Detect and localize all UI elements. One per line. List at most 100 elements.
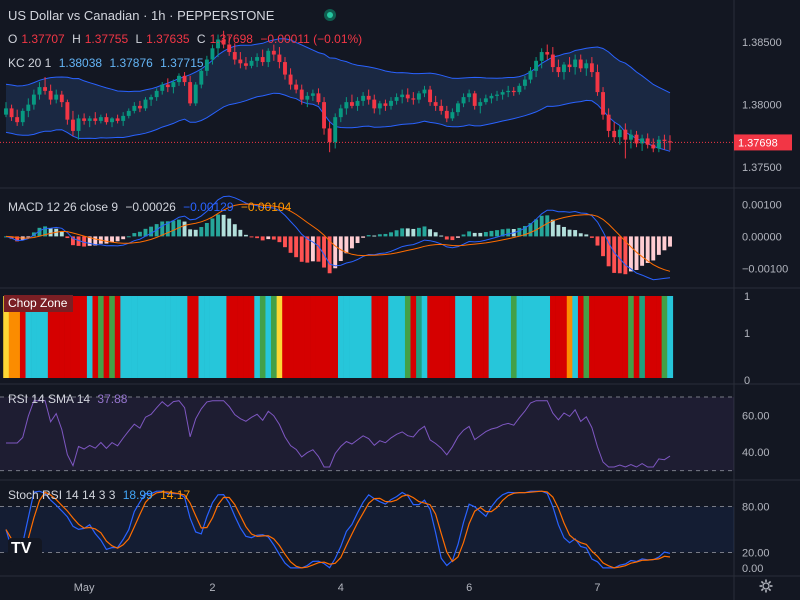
candle-body: [623, 129, 628, 140]
chop-zone-bar: [315, 296, 322, 378]
kc-basis-value: 1.37876: [109, 56, 153, 70]
chop-zone-bar: [254, 296, 261, 378]
tradingview-logo-icon[interactable]: TV: [8, 538, 42, 562]
candle-body: [606, 114, 611, 131]
candle-body: [545, 52, 550, 55]
chop-zone-bar: [31, 296, 37, 378]
chop-zone-bar: [75, 296, 82, 378]
chop-zone-bar: [98, 296, 104, 378]
symbol-title[interactable]: US Dollar vs Canadian · 1h · PEPPERSTONE: [8, 8, 275, 23]
candle-body: [344, 102, 349, 109]
chop-zone-bar: [332, 296, 339, 378]
macd-histogram-bar: [439, 235, 444, 237]
candle-body: [216, 39, 220, 49]
chop-zone-bar: [600, 296, 607, 378]
macd-legend[interactable]: MACD 12 26 close 9 −0.00026 −0.00129 −0.…: [8, 200, 295, 214]
macd-histogram-bar: [422, 226, 427, 237]
last-price-label: 1.37698: [738, 137, 778, 149]
chop-zone-bar: [243, 296, 250, 378]
macd-histogram-bar: [249, 236, 254, 238]
chop-zone-bar: [410, 296, 417, 378]
macd-histogram-bar: [372, 235, 377, 237]
price-tick-label: 1.38500: [742, 37, 782, 49]
chop-zone-bar: [471, 296, 478, 378]
chop-zone-bar: [561, 296, 568, 378]
candle-body: [433, 102, 438, 106]
macd-histogram-bar: [645, 236, 650, 263]
chop-zone-bar: [304, 296, 311, 378]
chop-zone-bar: [114, 296, 121, 378]
candle-body: [277, 54, 282, 63]
chop-zone-bar: [667, 296, 674, 378]
macd-line: [5, 195, 671, 281]
candle-body: [372, 99, 377, 109]
macd-histogram-bar: [71, 236, 75, 246]
chop-zone-bar: [287, 296, 294, 378]
chop-zone-bar: [555, 296, 562, 378]
macd-histogram-bar: [589, 236, 594, 238]
candle-body: [656, 139, 661, 149]
macd-histogram-bar: [433, 232, 438, 237]
candle-body: [98, 117, 103, 121]
chop-zone-bar: [616, 296, 623, 378]
price-tick-label: 1.38000: [742, 100, 782, 112]
candle-body: [54, 94, 59, 100]
macd-line-value: −0.00129: [183, 200, 234, 214]
kc-legend[interactable]: KC 20 1 1.38038 1.37876 1.37715: [8, 56, 208, 70]
chop-zone-bar: [86, 296, 93, 378]
chop-zone-bar: [516, 296, 523, 378]
chop-zone-bar: [483, 296, 489, 378]
macd-histogram-bar: [344, 236, 349, 254]
chop-zone-bar: [159, 296, 166, 378]
chop-tick-label: 0: [744, 375, 750, 387]
macd-histogram-bar: [623, 236, 628, 275]
gear-icon[interactable]: [759, 579, 773, 593]
candle-body: [182, 75, 187, 83]
candle-body: [400, 94, 405, 98]
macd-histogram-bar: [204, 222, 209, 237]
chop-zone-label: Chop Zone: [4, 295, 74, 312]
macd-histogram-bar: [104, 236, 109, 244]
candle-body: [232, 52, 237, 60]
candle-body: [93, 118, 98, 121]
macd-histogram-bar: [160, 221, 165, 237]
macd-histogram-bar: [115, 236, 120, 242]
candle-body: [467, 93, 472, 98]
candle-body: [511, 90, 516, 93]
candle-body: [394, 97, 399, 101]
chop-zone-bar: [583, 296, 590, 378]
candle-body: [578, 59, 583, 69]
candle-body: [478, 102, 483, 106]
candle-body: [160, 84, 165, 91]
stoch-band-fill: [0, 506, 734, 553]
macd-histogram-bar: [210, 218, 215, 237]
candle-body: [294, 84, 299, 90]
candle-body: [43, 87, 48, 91]
candle-body: [668, 141, 672, 143]
chop-zone-bar: [103, 296, 110, 378]
stoch-d-line: [5, 490, 671, 569]
stoch-legend[interactable]: Stoch RSI 14 14 3 3 18.99 14.17: [8, 488, 194, 502]
rsi-legend[interactable]: RSI 14 SMA 14 37.88: [8, 392, 131, 406]
chop-legend[interactable]: Chop Zone: [4, 295, 77, 312]
macd-histogram-bar: [232, 224, 237, 237]
chop-zone-bar: [544, 296, 551, 378]
candle-body: [87, 118, 92, 121]
candle-body: [617, 129, 622, 138]
chop-zone-bar: [393, 296, 400, 378]
chop-zone-bar: [338, 296, 344, 378]
candle-body: [71, 119, 75, 131]
candle-body: [539, 52, 544, 61]
chop-zone-bar: [125, 296, 132, 378]
candle-body: [489, 95, 494, 99]
candle-body: [634, 134, 639, 144]
chop-zone-bar: [633, 296, 640, 378]
ohlc-low-value: 1.37635: [146, 32, 190, 46]
chop-zone-bar: [19, 296, 26, 378]
macd-histogram-bar: [483, 232, 488, 237]
macd-histogram-bar: [578, 233, 583, 237]
macd-histogram-bar: [182, 221, 187, 237]
macd-histogram-bar: [584, 234, 589, 237]
ohlc-close-key: C: [196, 32, 206, 46]
